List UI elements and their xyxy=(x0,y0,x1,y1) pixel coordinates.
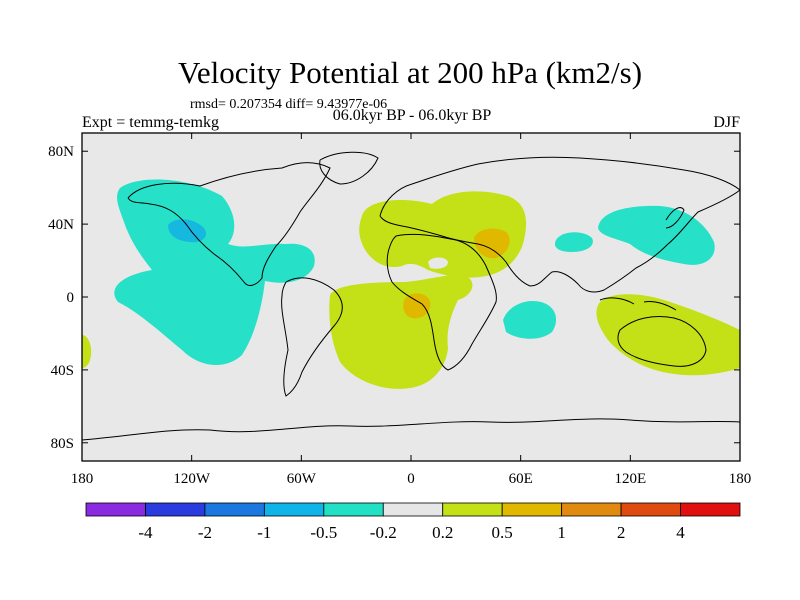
coast-africa xyxy=(386,233,497,371)
region-sahara-gap xyxy=(428,257,448,269)
stats-text: rmsd= 0.207354 diff= 9.43977e-06 xyxy=(190,97,387,112)
colorbar-swatch xyxy=(204,502,265,517)
coast-antarctica xyxy=(82,418,740,441)
colorbar-label: -2 xyxy=(198,523,212,542)
colorbar-label: 2 xyxy=(617,523,626,542)
colorbar-swatch xyxy=(263,502,325,517)
colorbar-swatch xyxy=(442,502,503,517)
x-tick-label: 180 xyxy=(729,471,752,487)
x-tick-label: 60W xyxy=(287,471,317,487)
coastlines xyxy=(82,151,740,441)
y-tick-label: 80N xyxy=(48,144,74,160)
subtitle-center: 06.0kyr BP - 06.0kyr BP xyxy=(333,107,492,124)
chart-title: Velocity Potential at 200 hPa (km2/s) xyxy=(178,55,642,90)
coast-eurasia xyxy=(379,156,740,293)
x-tick-label: 180 xyxy=(71,471,94,487)
region-arabia-positive-core xyxy=(474,228,510,259)
coast-indonesia xyxy=(599,297,677,311)
y-tick-label: 40S xyxy=(51,363,74,379)
y-tick-label: 0 xyxy=(67,290,75,306)
colorbar-label: -4 xyxy=(138,523,153,542)
colorbar-swatch xyxy=(501,502,563,517)
region-south-atlantic-positive-core xyxy=(403,293,431,319)
region-north-pacific-negative xyxy=(114,179,315,366)
x-tick-label: 120W xyxy=(173,471,211,487)
region-indian-ocean-negative xyxy=(503,300,557,339)
colorbar-swatch xyxy=(561,502,622,517)
colorbar-label: 0.5 xyxy=(492,523,513,542)
colorbar-label: -0.2 xyxy=(370,523,397,542)
colorbar-swatch xyxy=(145,502,206,517)
colorbar-label: -1 xyxy=(257,523,271,542)
colorbar-label: 0.2 xyxy=(432,523,453,542)
region-east-asia-negative xyxy=(598,205,715,265)
subtitle-left: Expt = temmg-temkg xyxy=(82,114,219,131)
colorbar-label: -0.5 xyxy=(310,523,337,542)
subtitle-right: DJF xyxy=(713,114,740,131)
y-tick-label: 40N xyxy=(48,217,74,233)
coast-north-america xyxy=(127,162,331,286)
colorbar: -4 -2 -1 -0.5 -0.2 0.2 0.5 1 2 4 xyxy=(85,502,741,542)
x-tick-label: 0 xyxy=(407,471,415,487)
colorbar-label: 1 xyxy=(557,523,566,542)
coast-greenland xyxy=(319,151,379,185)
map-panel: 180 120W 60W 0 60E 120E 180 80N 40N 0 40S 80S xyxy=(48,132,751,487)
coast-south-america xyxy=(281,277,343,397)
y-tick-label: 80S xyxy=(51,436,74,452)
region-central-asia-negative xyxy=(554,232,593,252)
colorbar-swatch xyxy=(323,502,384,517)
colorbar-label: 4 xyxy=(676,523,685,542)
colorbar-swatch xyxy=(382,502,444,517)
colorbar-swatch xyxy=(85,502,146,517)
x-tick-label: 120E xyxy=(614,471,646,487)
region-south-pacific-edge-positive xyxy=(82,335,92,368)
axis-ticks: 180 120W 60W 0 60E 120E 180 80N 40N 0 40S 80S xyxy=(48,133,751,487)
coast-australia xyxy=(617,316,707,367)
x-tick-label: 60E xyxy=(509,471,533,487)
coast-japan xyxy=(665,207,685,229)
region-atlantic-africa-positive xyxy=(329,274,473,389)
colorbar-swatch xyxy=(620,502,681,517)
colorbar-swatch xyxy=(680,502,741,517)
region-north-america-negative-core xyxy=(168,219,207,243)
